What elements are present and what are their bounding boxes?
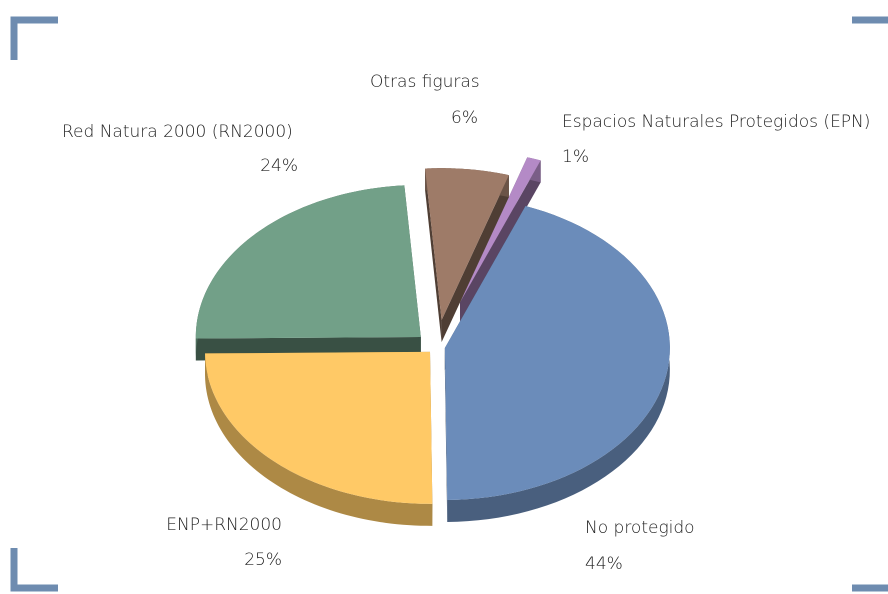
slice (444, 206, 670, 500)
slice-side (205, 353, 433, 526)
slice-value-label: 24% (260, 156, 298, 176)
slice-wall (441, 175, 509, 343)
slice-wall (444, 347, 448, 522)
slice (460, 157, 541, 303)
slice (195, 185, 421, 339)
slice-value-label: 44% (585, 554, 623, 574)
corner (10, 548, 58, 592)
corner-frame (10, 16, 888, 592)
slice-value-label: 1% (562, 147, 589, 167)
slice-wall (425, 168, 442, 343)
slice (205, 351, 433, 504)
slice-label: Otras figuras (370, 72, 480, 92)
slice-wall (460, 160, 541, 325)
slice-label: ENP+RN2000 (166, 515, 282, 535)
slice-label: Red Natura 2000 (RN2000) (62, 122, 293, 142)
corner (10, 16, 58, 60)
slice-value-label: 25% (244, 550, 282, 570)
slice-label: Espacios Naturales Protegidos (EPN) (562, 112, 870, 132)
slice (425, 168, 509, 321)
slice-value-label: 6% (451, 108, 478, 128)
slice-label: No protegido (585, 518, 695, 538)
